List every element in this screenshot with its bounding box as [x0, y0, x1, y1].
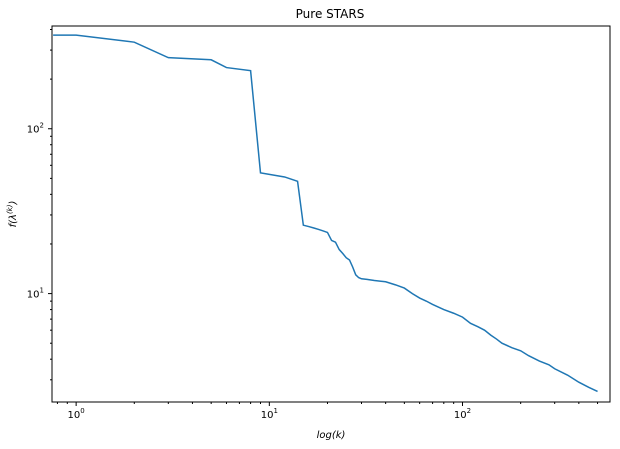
x-axis-label: log(k)	[317, 430, 346, 441]
x-tick-label: 102	[454, 407, 471, 421]
plot-frame	[51, 25, 611, 403]
x-tick-label: 101	[261, 407, 278, 421]
y-tick-label: 101	[27, 287, 44, 301]
chart-title: Pure STARS	[296, 7, 365, 21]
x-axis-ticks: 100 101 102	[56, 402, 599, 421]
y-axis-label: f(λ(k))	[6, 201, 19, 228]
x-tick-label: 100	[68, 407, 85, 421]
series-line	[53, 34, 598, 393]
y-axis-ticks: 101 102	[27, 28, 52, 381]
plot-area	[51, 25, 611, 403]
y-tick-label: 102	[27, 122, 44, 136]
